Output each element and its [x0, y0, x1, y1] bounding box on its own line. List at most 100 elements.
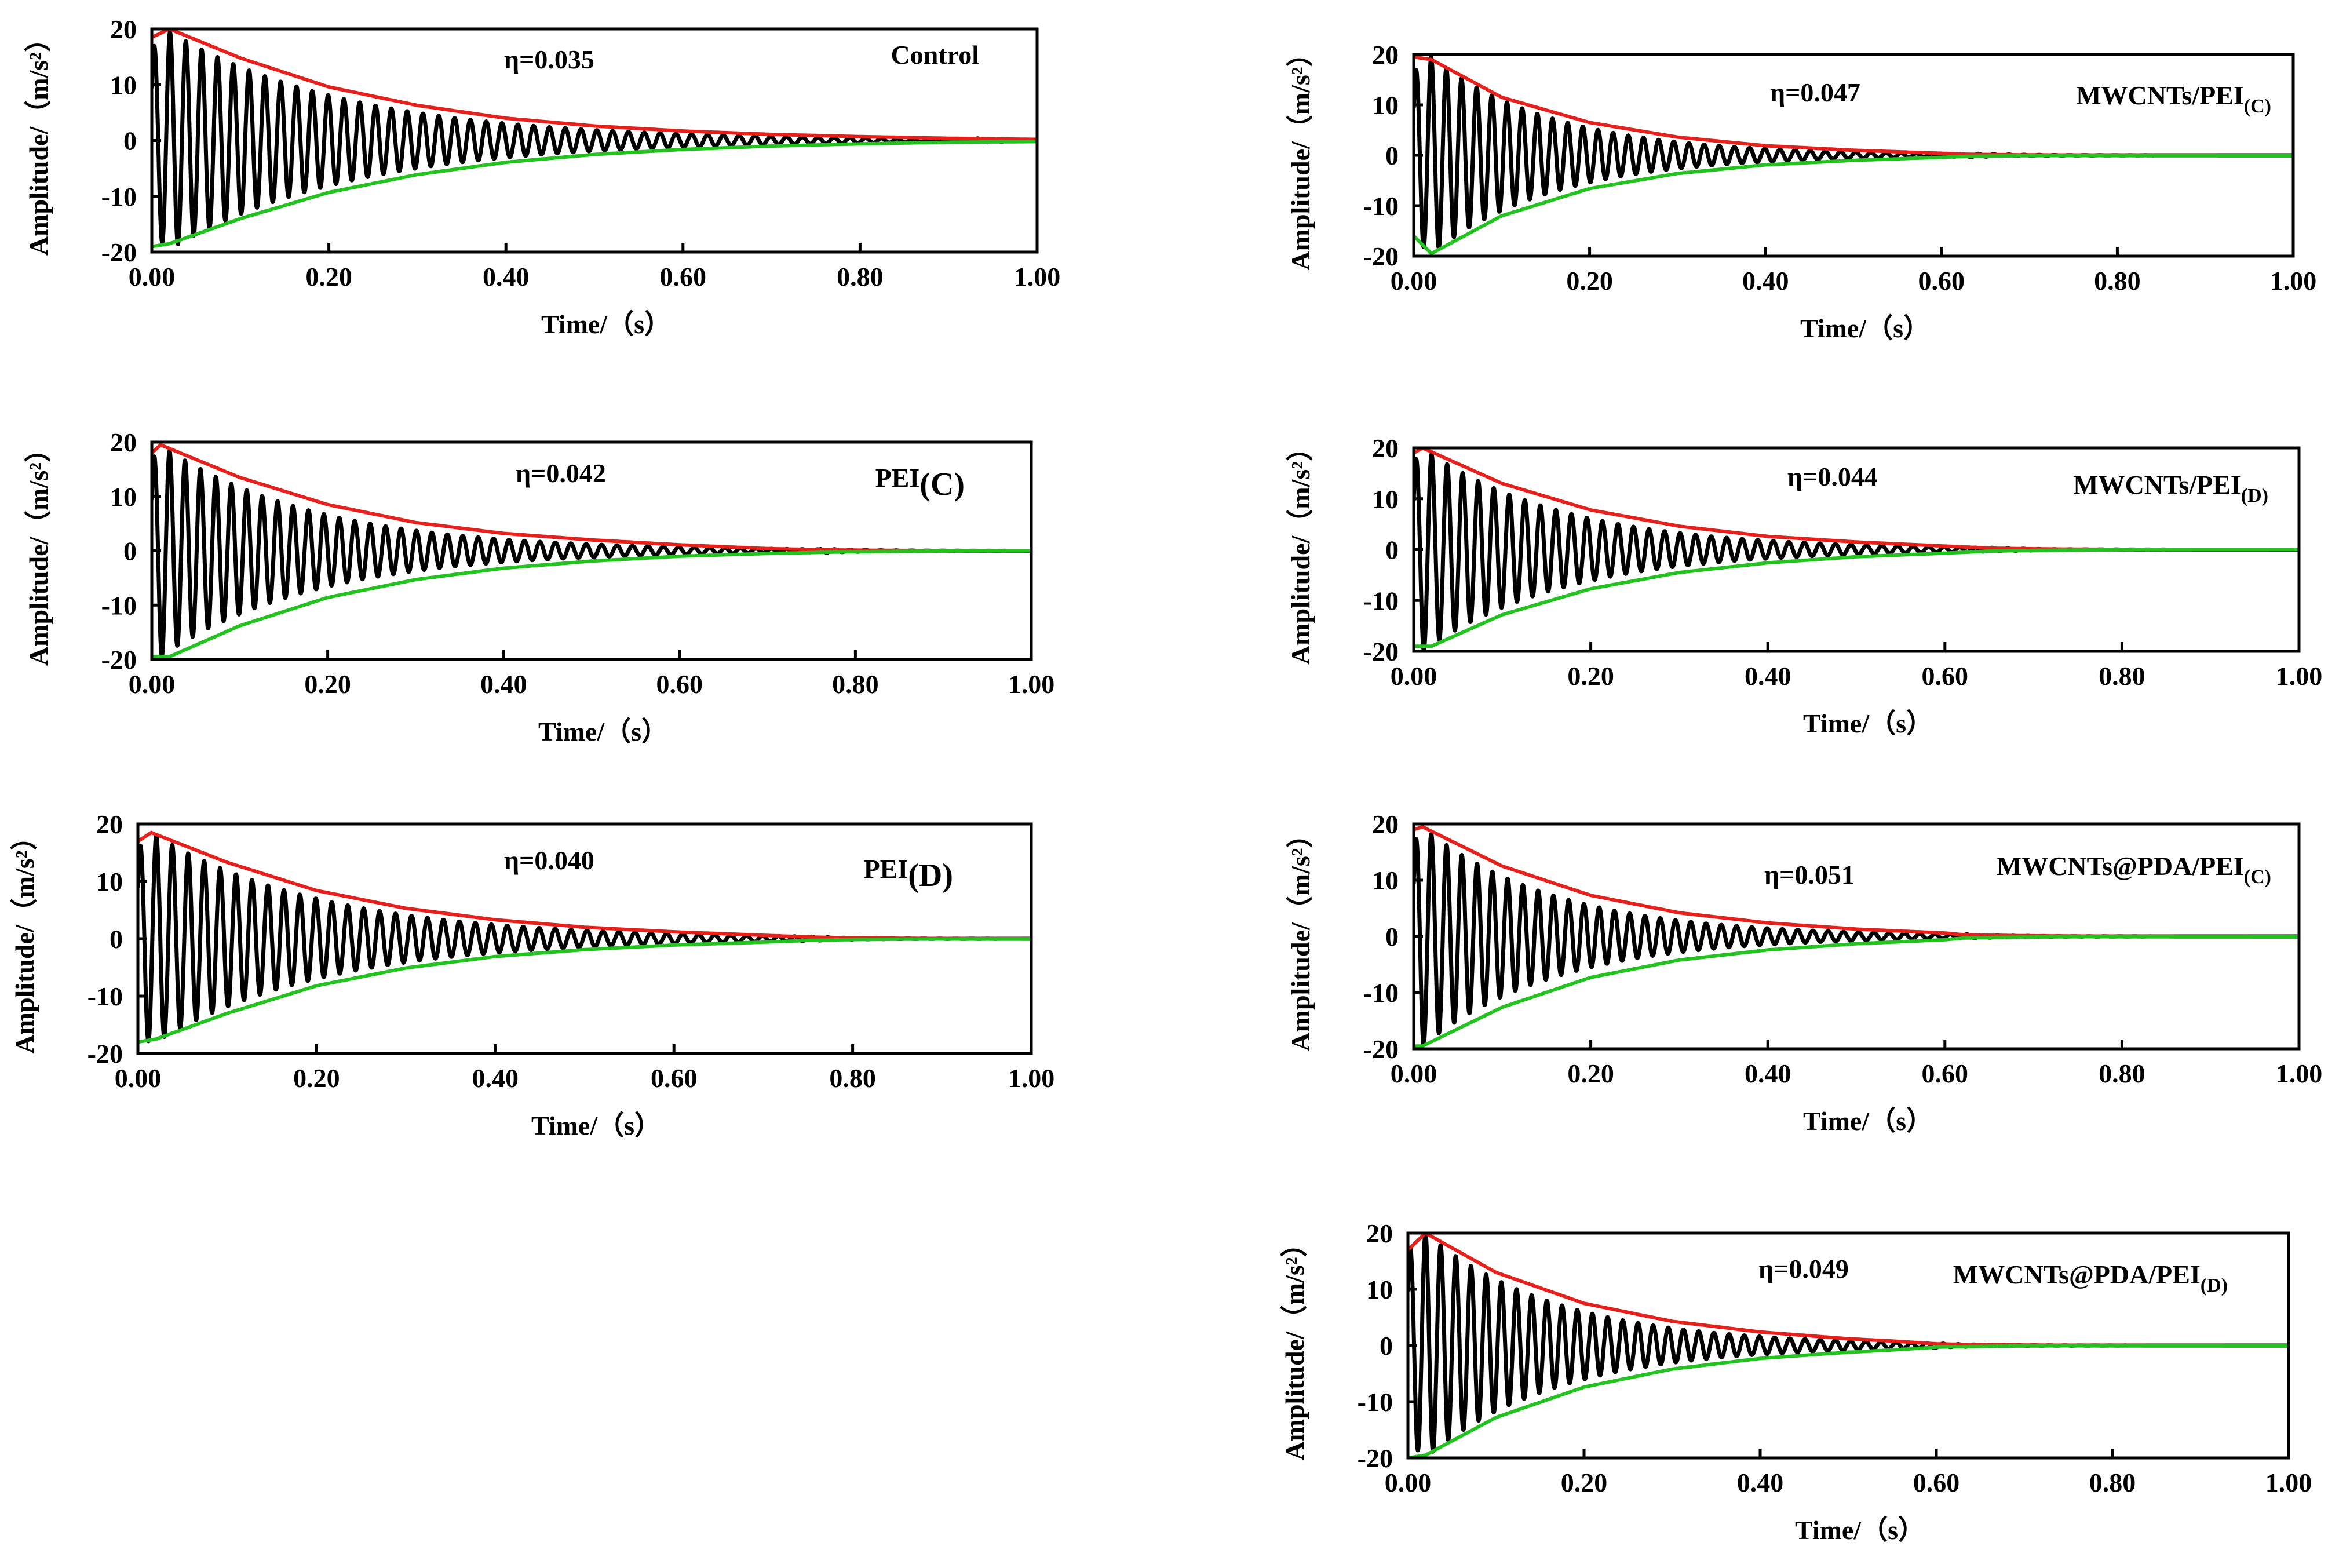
- y-tick-label: -10: [1358, 1387, 1393, 1417]
- sample-title: PEI(C): [875, 463, 965, 502]
- series-lower-envelope: [1408, 1344, 2289, 1458]
- y-tick-label: -20: [101, 645, 137, 674]
- series-lower-envelope: [152, 140, 1037, 249]
- y-tick-label: -10: [1363, 978, 1399, 1008]
- y-tick-label: 0: [110, 924, 123, 954]
- x-tick-label: 0.80: [2089, 1468, 2136, 1497]
- x-axis-label: Time/（s）: [538, 717, 668, 746]
- x-tick-label: 0.00: [129, 669, 176, 699]
- series-lower-envelope: [1414, 548, 2299, 648]
- x-tick-label: 0.80: [2099, 661, 2145, 691]
- damping-ratio-label: η=0.035: [504, 45, 594, 74]
- y-tick-label: 20: [1372, 433, 1399, 463]
- y-tick-label: 0: [1385, 141, 1399, 170]
- y-axis-label: Amplitude/（m/s²）: [1286, 40, 1315, 270]
- plot-area: [1408, 1233, 2289, 1458]
- chart-panel-mwcnts_pei_d: 0.00 0.20 0.40 0.60 0.80 1.00 20 10 0 -10 -20 Time/…: [1286, 433, 2322, 738]
- y-tick-label: 20: [1372, 809, 1399, 839]
- sample-title-subscript: (C): [2244, 96, 2271, 117]
- y-axis-label: Amplitude/（m/s²）: [1286, 435, 1315, 665]
- x-tick-label: 0.00: [1385, 1468, 1432, 1497]
- y-tick-label: 0: [1380, 1331, 1393, 1361]
- x-tick-label: 0.60: [1922, 1059, 1969, 1088]
- x-tick-label: 0.80: [2099, 1059, 2145, 1088]
- x-tick-label: 0.60: [656, 669, 703, 699]
- x-tick-label: 0.40: [480, 669, 527, 699]
- sample-title-subscript: (C): [2244, 866, 2271, 888]
- chart-panel-mwcnts_pda_pei_c: 0.00 0.20 0.40 0.60 0.80 1.00 20 10 0 -10 -20 Time/…: [1286, 809, 2322, 1136]
- sample-title: MWCNTs/PEI(D): [2073, 470, 2268, 506]
- damping-ratio-label: η=0.044: [1787, 462, 1878, 491]
- y-tick-label: -20: [1363, 242, 1399, 271]
- series-upper-envelope: [152, 29, 1037, 141]
- x-tick-label: 0.20: [1567, 661, 1614, 691]
- sample-title-main: Control: [891, 40, 980, 70]
- plot-area: [138, 830, 1031, 1044]
- y-tick-label: -10: [101, 182, 137, 212]
- sample-title-subscript: (D): [2201, 1275, 2228, 1296]
- y-tick-label: 10: [1372, 866, 1399, 895]
- x-tick-label: 0.00: [1391, 266, 1437, 296]
- x-tick-label: 0.40: [472, 1063, 519, 1093]
- y-tick-label: 10: [96, 867, 123, 896]
- y-tick-label: -10: [1363, 586, 1399, 615]
- series-lower-envelope: [152, 549, 1031, 659]
- x-tick-label: 0.40: [483, 262, 530, 291]
- x-tick-label: 1.00: [2276, 1059, 2323, 1088]
- series-lower-envelope: [138, 937, 1031, 1044]
- y-tick-label: -10: [101, 590, 137, 620]
- sample-title-subscript: (D): [2241, 485, 2268, 506]
- plot-area: [1414, 448, 2299, 651]
- x-tick-label: 0.00: [129, 262, 176, 291]
- chart-panel-mwcnts_pda_pei_d: 0.00 0.20 0.40 0.60 0.80 1.00 20 10 0 -10 -20 Time/…: [1280, 1219, 2312, 1545]
- sample-title-main: PEI: [875, 463, 920, 493]
- y-tick-label: 0: [1385, 922, 1399, 951]
- x-tick-label: 1.00: [2265, 1468, 2312, 1497]
- x-tick-label: 0.80: [2094, 266, 2141, 296]
- damping-ratio-label: η=0.047: [1770, 78, 1860, 107]
- x-axis-label: Time/（s）: [1800, 313, 1930, 343]
- plot-area: [1414, 825, 2299, 1048]
- x-tick-label: 1.00: [1014, 262, 1061, 291]
- series-lower-envelope: [1414, 935, 2299, 1048]
- x-tick-label: 0.60: [660, 262, 707, 291]
- x-tick-label: 0.80: [829, 1063, 876, 1093]
- y-tick-label: 10: [1372, 484, 1399, 514]
- y-tick-label: -20: [87, 1039, 123, 1069]
- sample-title-main: MWCNTs/PEI: [2076, 81, 2244, 110]
- x-tick-label: 0.20: [305, 262, 352, 291]
- y-tick-label: -20: [1363, 637, 1399, 666]
- x-tick-label: 1.00: [1008, 1063, 1055, 1093]
- chart-panel-pei_c: 0.00 0.20 0.40 0.60 0.80 1.00 20 10 0 -10 -20 Time/…: [24, 428, 1054, 746]
- damping-ratio-label: η=0.040: [504, 845, 594, 875]
- chart-panel-mwcnts_pei_c: 0.00 0.20 0.40 0.60 0.80 1.00 20 10 0 -10 -20 Time/…: [1286, 40, 2316, 343]
- chart-panel-pei_d: 0.00 0.20 0.40 0.60 0.80 1.00 20 10 0 -10 -20 Time/…: [10, 809, 1054, 1140]
- y-axis-label: Amplitude/（m/s²）: [24, 436, 53, 666]
- y-tick-label: -10: [87, 982, 123, 1011]
- x-tick-label: 0.00: [1391, 1059, 1437, 1088]
- x-tick-label: 0.00: [1391, 661, 1437, 691]
- sample-title: MWCNTs@PDA/PEI(C): [1997, 851, 2271, 888]
- y-tick-label: 10: [1372, 90, 1399, 120]
- y-axis-label: Amplitude/（m/s²）: [24, 25, 53, 256]
- chart-panel-control: 0.00 0.20 0.40 0.60 0.80 1.00 20 10 0 -10 -20 Time/…: [24, 14, 1060, 339]
- x-tick-label: 0.40: [1742, 266, 1789, 296]
- plot-area: [152, 443, 1031, 659]
- y-tick-label: 0: [123, 537, 137, 566]
- x-tick-label: 0.80: [837, 262, 884, 291]
- plot-area: [1414, 55, 2293, 256]
- sample-title: MWCNTs/PEI(C): [2076, 81, 2271, 117]
- y-tick-label: 20: [1372, 40, 1399, 70]
- x-tick-label: 1.00: [1008, 669, 1055, 699]
- y-tick-label: 10: [110, 482, 137, 512]
- x-tick-label: 0.20: [1561, 1468, 1608, 1497]
- y-tick-label: 0: [1385, 535, 1399, 565]
- x-axis-label: Time/（s）: [1803, 709, 1933, 738]
- sample-title-subscript: (C): [919, 466, 965, 502]
- x-tick-label: 0.20: [304, 669, 351, 699]
- sample-title-main: MWCNTs@PDA/PEI: [1953, 1260, 2201, 1289]
- plot-area: [152, 29, 1037, 249]
- y-tick-label: -20: [1358, 1443, 1393, 1473]
- y-axis-label: Amplitude/（m/s²）: [10, 823, 39, 1053]
